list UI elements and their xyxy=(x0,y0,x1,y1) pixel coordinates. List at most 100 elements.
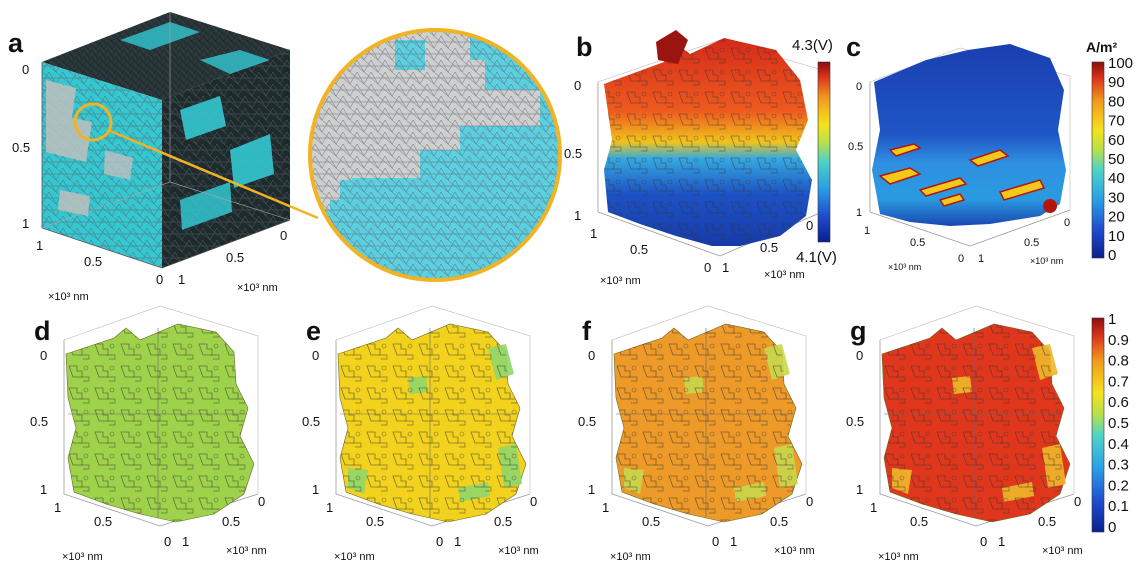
colorbar-min-label: 4.1(V) xyxy=(796,249,837,266)
axis-tick: 0.5 xyxy=(910,514,928,529)
axis-tick: 0 xyxy=(856,348,863,363)
axis-tick: 0.5 xyxy=(302,414,320,429)
axis-tick: 0 xyxy=(980,534,987,549)
axis-unit-label: ×10³ nm xyxy=(498,545,539,557)
axis-unit-label: ×10³ nm xyxy=(774,545,815,557)
panel-letter-d: d xyxy=(34,316,51,346)
panel-letter-g: g xyxy=(850,316,867,346)
bottom-colorbar-ticks: 1 0.9 0.8 0.7 0.6 0.5 0.4 0.3 0.2 0.1 0 xyxy=(1108,311,1129,536)
axis-tick: 0 xyxy=(436,534,443,549)
zoom-connector-line xyxy=(107,128,319,220)
cube-a-cyan-patch xyxy=(180,96,226,140)
axis-tick: 0 xyxy=(856,81,862,93)
colorbar-tick-label: 0.1 xyxy=(1108,498,1129,515)
axis-tick: 1 xyxy=(856,482,863,497)
panel-letter-a: a xyxy=(8,28,24,58)
axis-tick: 0.5 xyxy=(226,250,244,265)
axis-tick: 0 xyxy=(1074,494,1081,509)
panel-c: c 0 0.5 1 1 0.5 0 1 0.5 0 ×10³ nm ×10³ n… xyxy=(846,32,1133,272)
colorbar-tick-label: 60 xyxy=(1108,132,1125,149)
volume-render xyxy=(65,323,255,523)
axis-tick: 1 xyxy=(182,534,189,549)
axis-unit-label: ×10³ nm xyxy=(600,275,641,287)
colorbar-tick-label: 40 xyxy=(1108,170,1125,187)
axis-tick: 0.5 xyxy=(846,414,864,429)
axis-tick: 0 xyxy=(530,494,537,509)
axis-tick: 0 xyxy=(258,494,265,509)
axis-tick: 1 xyxy=(590,226,597,241)
axis-unit-label: ×10³ nm xyxy=(888,262,921,272)
cube-a-top-mesh xyxy=(42,12,290,100)
axis-tick: 1 xyxy=(54,500,61,515)
colorbar-tick-label: 50 xyxy=(1108,151,1125,168)
panel-c-volume xyxy=(872,44,1066,226)
axis-tick: 0 xyxy=(704,260,711,275)
axis-tick: 0.5 xyxy=(1038,514,1056,529)
axis-tick: 0 xyxy=(280,228,287,243)
axis-tick: 0 xyxy=(312,348,319,363)
colorbar-tick-label: 0.4 xyxy=(1108,436,1129,453)
axis-tick: 0 xyxy=(22,62,29,77)
colorbar-tick-label: 30 xyxy=(1108,189,1125,206)
axis-tick: 0 xyxy=(588,348,595,363)
colorbar-tick-label: 0.7 xyxy=(1108,373,1129,390)
axis-tick: 0.5 xyxy=(94,514,112,529)
axis-tick: 0 xyxy=(806,218,813,233)
axis-unit-label: ×10³ nm xyxy=(62,551,103,562)
axis-tick: 0 xyxy=(156,272,163,287)
axis-tick: 0.5 xyxy=(770,514,788,529)
axis-tick: 1 xyxy=(730,534,737,549)
axis-tick: 1 xyxy=(178,272,185,287)
axis-tick: 0.5 xyxy=(848,141,863,153)
cube-a-grey-patch xyxy=(104,150,133,180)
axis-tick: 0.5 xyxy=(84,254,102,269)
colorbar-tick-label: 0.9 xyxy=(1108,332,1129,349)
colorbar-tick-label: 0.2 xyxy=(1108,477,1129,494)
colorbar-tick-label: 0 xyxy=(1108,519,1116,536)
panel-letter-e: e xyxy=(306,316,321,346)
colorbar-tick-label: 0.8 xyxy=(1108,353,1129,370)
panel-letter-b: b xyxy=(576,32,593,62)
axis-tick: 1 xyxy=(36,238,43,253)
axis-unit-label: ×10³ nm xyxy=(48,291,89,303)
axis-tick: 1 xyxy=(998,534,1005,549)
axis-tick: 1 xyxy=(722,260,729,275)
axis-tick: 0.5 xyxy=(630,242,648,257)
panel-c-hotspots xyxy=(878,143,1046,207)
panel-letter-c: c xyxy=(846,32,861,62)
axis-tick: 1 xyxy=(588,482,595,497)
axis-tick: 0 xyxy=(1064,217,1070,229)
axis-tick: 0.5 xyxy=(564,146,582,161)
axis-tick: 1 xyxy=(312,482,319,497)
axis-tick: 1 xyxy=(454,534,461,549)
axis-tick: 0 xyxy=(574,78,581,93)
axis-tick: 1 xyxy=(40,482,47,497)
cube-a-cyan-patch xyxy=(120,22,200,50)
axis-tick: 0.5 xyxy=(494,514,512,529)
axis-tick: 0.5 xyxy=(12,140,30,155)
axis-tick: 0 xyxy=(806,494,813,509)
volume-render xyxy=(881,323,1071,523)
axis-unit-label: ×10³ nm xyxy=(1042,545,1083,557)
axis-tick: 0 xyxy=(958,253,964,265)
bottom-colorbar-group: 1 0.9 0.8 0.7 0.6 0.5 0.4 0.3 0.2 0.1 0 xyxy=(1091,311,1129,536)
colorbar-tick-label: 0.3 xyxy=(1108,457,1129,474)
axis-unit-label: ×10³ nm xyxy=(237,282,278,294)
panel-b-top-lobe xyxy=(656,30,688,64)
panel-c-hotspot-dot xyxy=(1043,199,1057,213)
colorbar-tick-label: 0 xyxy=(1108,247,1116,264)
colorbar-tick-label: 80 xyxy=(1108,93,1125,110)
axis-unit-label: ×10³ nm xyxy=(764,269,805,281)
panel-b-colorbar xyxy=(817,61,831,243)
axis-tick: 0.5 xyxy=(760,240,778,255)
axis-unit-label: ×10³ nm xyxy=(1030,256,1063,266)
colorbar-tick-label: 0.5 xyxy=(1108,415,1129,432)
axis-tick: 0 xyxy=(164,534,171,549)
colorbar-tick-label: 100 xyxy=(1108,55,1133,72)
cube-a-grey-patch xyxy=(58,190,90,216)
